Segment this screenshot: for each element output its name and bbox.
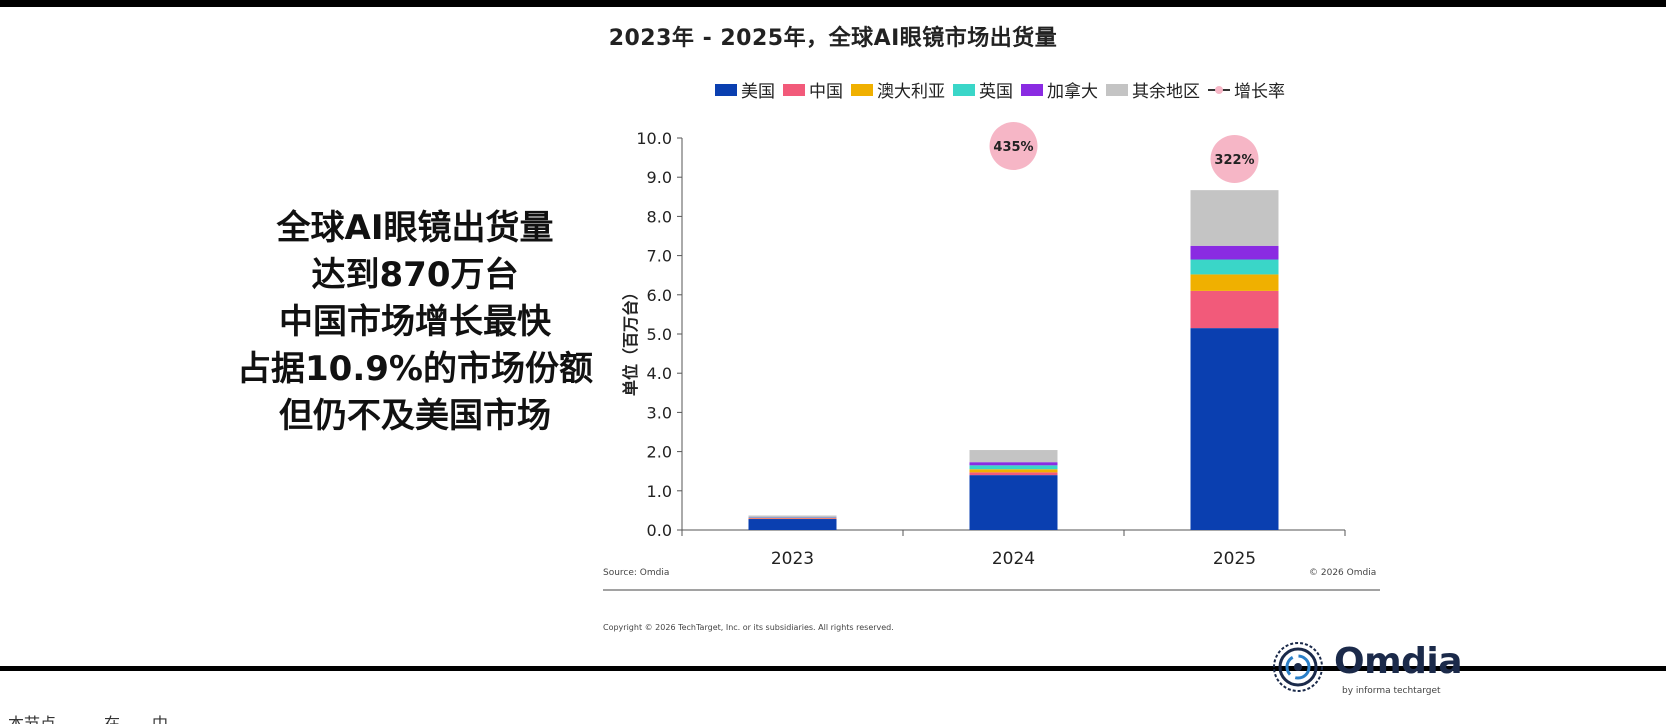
legend-label: 英国	[979, 82, 1013, 102]
y-axis-label: 单位（百万台）	[621, 284, 640, 396]
y-tick-label: 8.0	[647, 207, 672, 226]
cutoff-caption: 本节点，……在……中……	[8, 714, 201, 724]
legend-swatch	[953, 84, 975, 96]
y-tick-label: 1.0	[647, 482, 672, 501]
omdia-logo: Omdia by informa techtarget	[1270, 641, 1490, 701]
y-tick-label: 7.0	[647, 247, 672, 266]
legend-label: 中国	[809, 82, 843, 102]
bar-segment	[969, 472, 1058, 476]
bar-segment	[1190, 290, 1279, 329]
legend-label: 美国	[741, 82, 775, 102]
x-tick-label: 2025	[1213, 549, 1256, 569]
y-tick-label: 4.0	[647, 364, 672, 383]
y-tick-label: 3.0	[647, 403, 672, 422]
bar-segment	[969, 475, 1058, 530]
bar-segment	[748, 515, 837, 518]
chart-title: 2023年 - 2025年，全球AI眼镜市场出货量	[608, 26, 1058, 51]
bar-segment	[969, 465, 1058, 470]
legend-swatch	[783, 84, 805, 96]
y-tick-label: 0.0	[647, 521, 672, 540]
y-tick-label: 5.0	[647, 325, 672, 344]
legend-swatch	[851, 84, 873, 96]
bar-segment	[969, 462, 1058, 466]
bar-segment	[1190, 274, 1279, 291]
logo-byline: by informa techtarget	[1342, 686, 1441, 696]
bar-segment	[1190, 245, 1279, 260]
x-tick-label: 2023	[771, 549, 814, 569]
y-tick-label: 6.0	[647, 286, 672, 305]
bar-segment	[1190, 190, 1279, 246]
headline-line: 占据10.9%的市场份额	[237, 349, 593, 389]
bottom-border	[0, 666, 1666, 671]
logo-wordmark: Omdia	[1334, 641, 1463, 682]
growth-rate-label: 435%	[993, 140, 1033, 155]
bar-segment	[1190, 328, 1279, 530]
top-border	[0, 0, 1666, 7]
legend-label: 其余地区	[1132, 82, 1200, 102]
copyright-note: Copyright © 2026 TechTarget, Inc. or its…	[603, 623, 894, 632]
legend-label: 加拿大	[1047, 81, 1098, 102]
headline-line: 达到870万台	[311, 255, 519, 295]
x-tick-label: 2024	[992, 549, 1035, 569]
headline-line: 全球AI眼镜出货量	[276, 208, 554, 248]
headline-line: 中国市场增长最快	[279, 302, 551, 342]
stacked-bar-chart: 0.0 1.0 2.0 3.0 4.0 5.0 6.0 7.0 8.0 9.0 10.0 单位（百万台…	[603, 81, 1380, 591]
omdia-logo-icon	[1273, 642, 1323, 692]
bar-segment	[1190, 259, 1279, 275]
growth-rate-label: 322%	[1214, 153, 1254, 168]
legend-swatch	[715, 84, 737, 96]
y-tick-label: 10.0	[636, 129, 672, 148]
headline-block: 全球AI眼镜出货量 达到870万台 中国市场增长最快 占据10.9%的市场份额 …	[180, 205, 650, 440]
legend-swatch	[1021, 84, 1043, 96]
bar-segment	[969, 469, 1058, 473]
legend-label: 增长率	[1234, 82, 1285, 102]
bar-segment	[748, 519, 837, 530]
legend-label: 澳大利亚	[877, 82, 945, 102]
y-tick-label: 2.0	[647, 443, 672, 462]
headline-line: 但仍不及美国市场	[279, 396, 551, 436]
growth-rate-bubble	[989, 122, 1038, 170]
source-note: Source: Omdia	[603, 568, 670, 578]
legend-marker	[1215, 86, 1223, 94]
bar-segment	[748, 518, 837, 520]
copyright-right: © 2026 Omdia	[1309, 568, 1377, 578]
bar-segment	[969, 450, 1058, 463]
y-tick-label: 9.0	[647, 168, 672, 187]
legend-swatch	[1106, 84, 1128, 96]
growth-rate-bubble	[1210, 135, 1259, 183]
